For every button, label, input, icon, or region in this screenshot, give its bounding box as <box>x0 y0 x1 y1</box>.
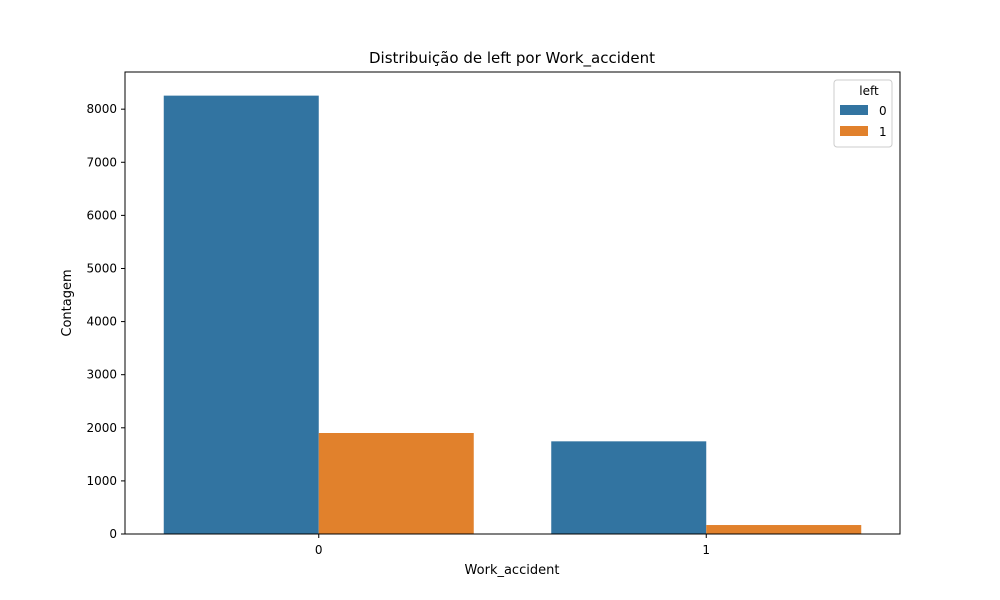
plot-area: 0 1000 2000 3000 4000 5000 6000 7000 8000 0 1 <box>86 71 901 557</box>
legend-swatch-0 <box>840 105 868 115</box>
legend-swatch-1 <box>840 126 868 136</box>
legend-label-0: 0 <box>879 104 887 118</box>
chart-title: Distribuição de left por Work_accident <box>369 49 655 68</box>
bar-left-0-work-accident-0 <box>163 95 319 534</box>
y-tick-label: 1000 <box>86 474 117 488</box>
legend-title: left <box>859 84 879 98</box>
axes-frame <box>124 71 901 535</box>
x-axis-label: Work_accident <box>465 563 560 578</box>
bar-left-1-work-accident-0 <box>318 433 474 534</box>
y-tick-label: 5000 <box>86 261 117 275</box>
y-tick-label: 4000 <box>86 315 117 329</box>
x-tick-label: 1 <box>702 543 710 557</box>
y-tick-label: 7000 <box>86 155 117 169</box>
y-tick-label: 6000 <box>86 208 117 222</box>
y-tick-label: 0 <box>109 527 117 541</box>
y-tick-label: 8000 <box>86 102 117 116</box>
y-tick-label: 2000 <box>86 421 117 435</box>
y-axis-label: Contagem <box>60 269 75 336</box>
bar-left-0-work-accident-1 <box>551 441 707 534</box>
legend-label-1: 1 <box>879 125 887 139</box>
y-tick-label: 3000 <box>86 368 117 382</box>
bar-left-1-work-accident-1 <box>706 525 862 534</box>
x-tick-label: 0 <box>315 543 323 557</box>
